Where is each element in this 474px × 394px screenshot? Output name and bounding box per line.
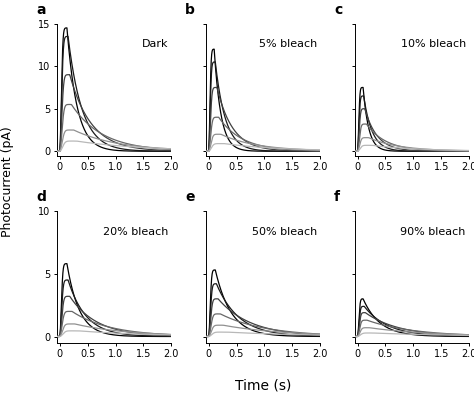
- Text: Photocurrent (pA): Photocurrent (pA): [0, 126, 14, 237]
- Text: 20% bleach: 20% bleach: [102, 227, 168, 237]
- Text: e: e: [185, 190, 195, 204]
- Text: f: f: [334, 190, 340, 204]
- Text: 50% bleach: 50% bleach: [252, 227, 317, 237]
- Text: 5% bleach: 5% bleach: [259, 39, 317, 50]
- Text: 10% bleach: 10% bleach: [401, 39, 466, 50]
- Text: b: b: [185, 3, 195, 17]
- Text: c: c: [334, 3, 342, 17]
- Text: Dark: Dark: [142, 39, 168, 50]
- Text: Time (s): Time (s): [235, 378, 291, 392]
- Text: d: d: [36, 190, 46, 204]
- Text: a: a: [36, 3, 46, 17]
- Text: 90% bleach: 90% bleach: [401, 227, 466, 237]
